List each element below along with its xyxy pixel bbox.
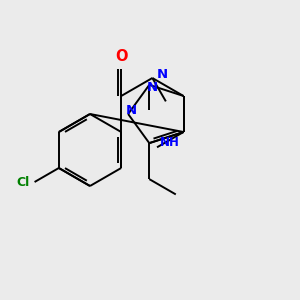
Text: NH: NH bbox=[160, 136, 179, 149]
Text: O: O bbox=[115, 49, 128, 64]
Text: N: N bbox=[147, 81, 158, 94]
Text: N: N bbox=[126, 104, 137, 118]
Text: N: N bbox=[156, 68, 167, 82]
Text: Cl: Cl bbox=[16, 176, 30, 188]
